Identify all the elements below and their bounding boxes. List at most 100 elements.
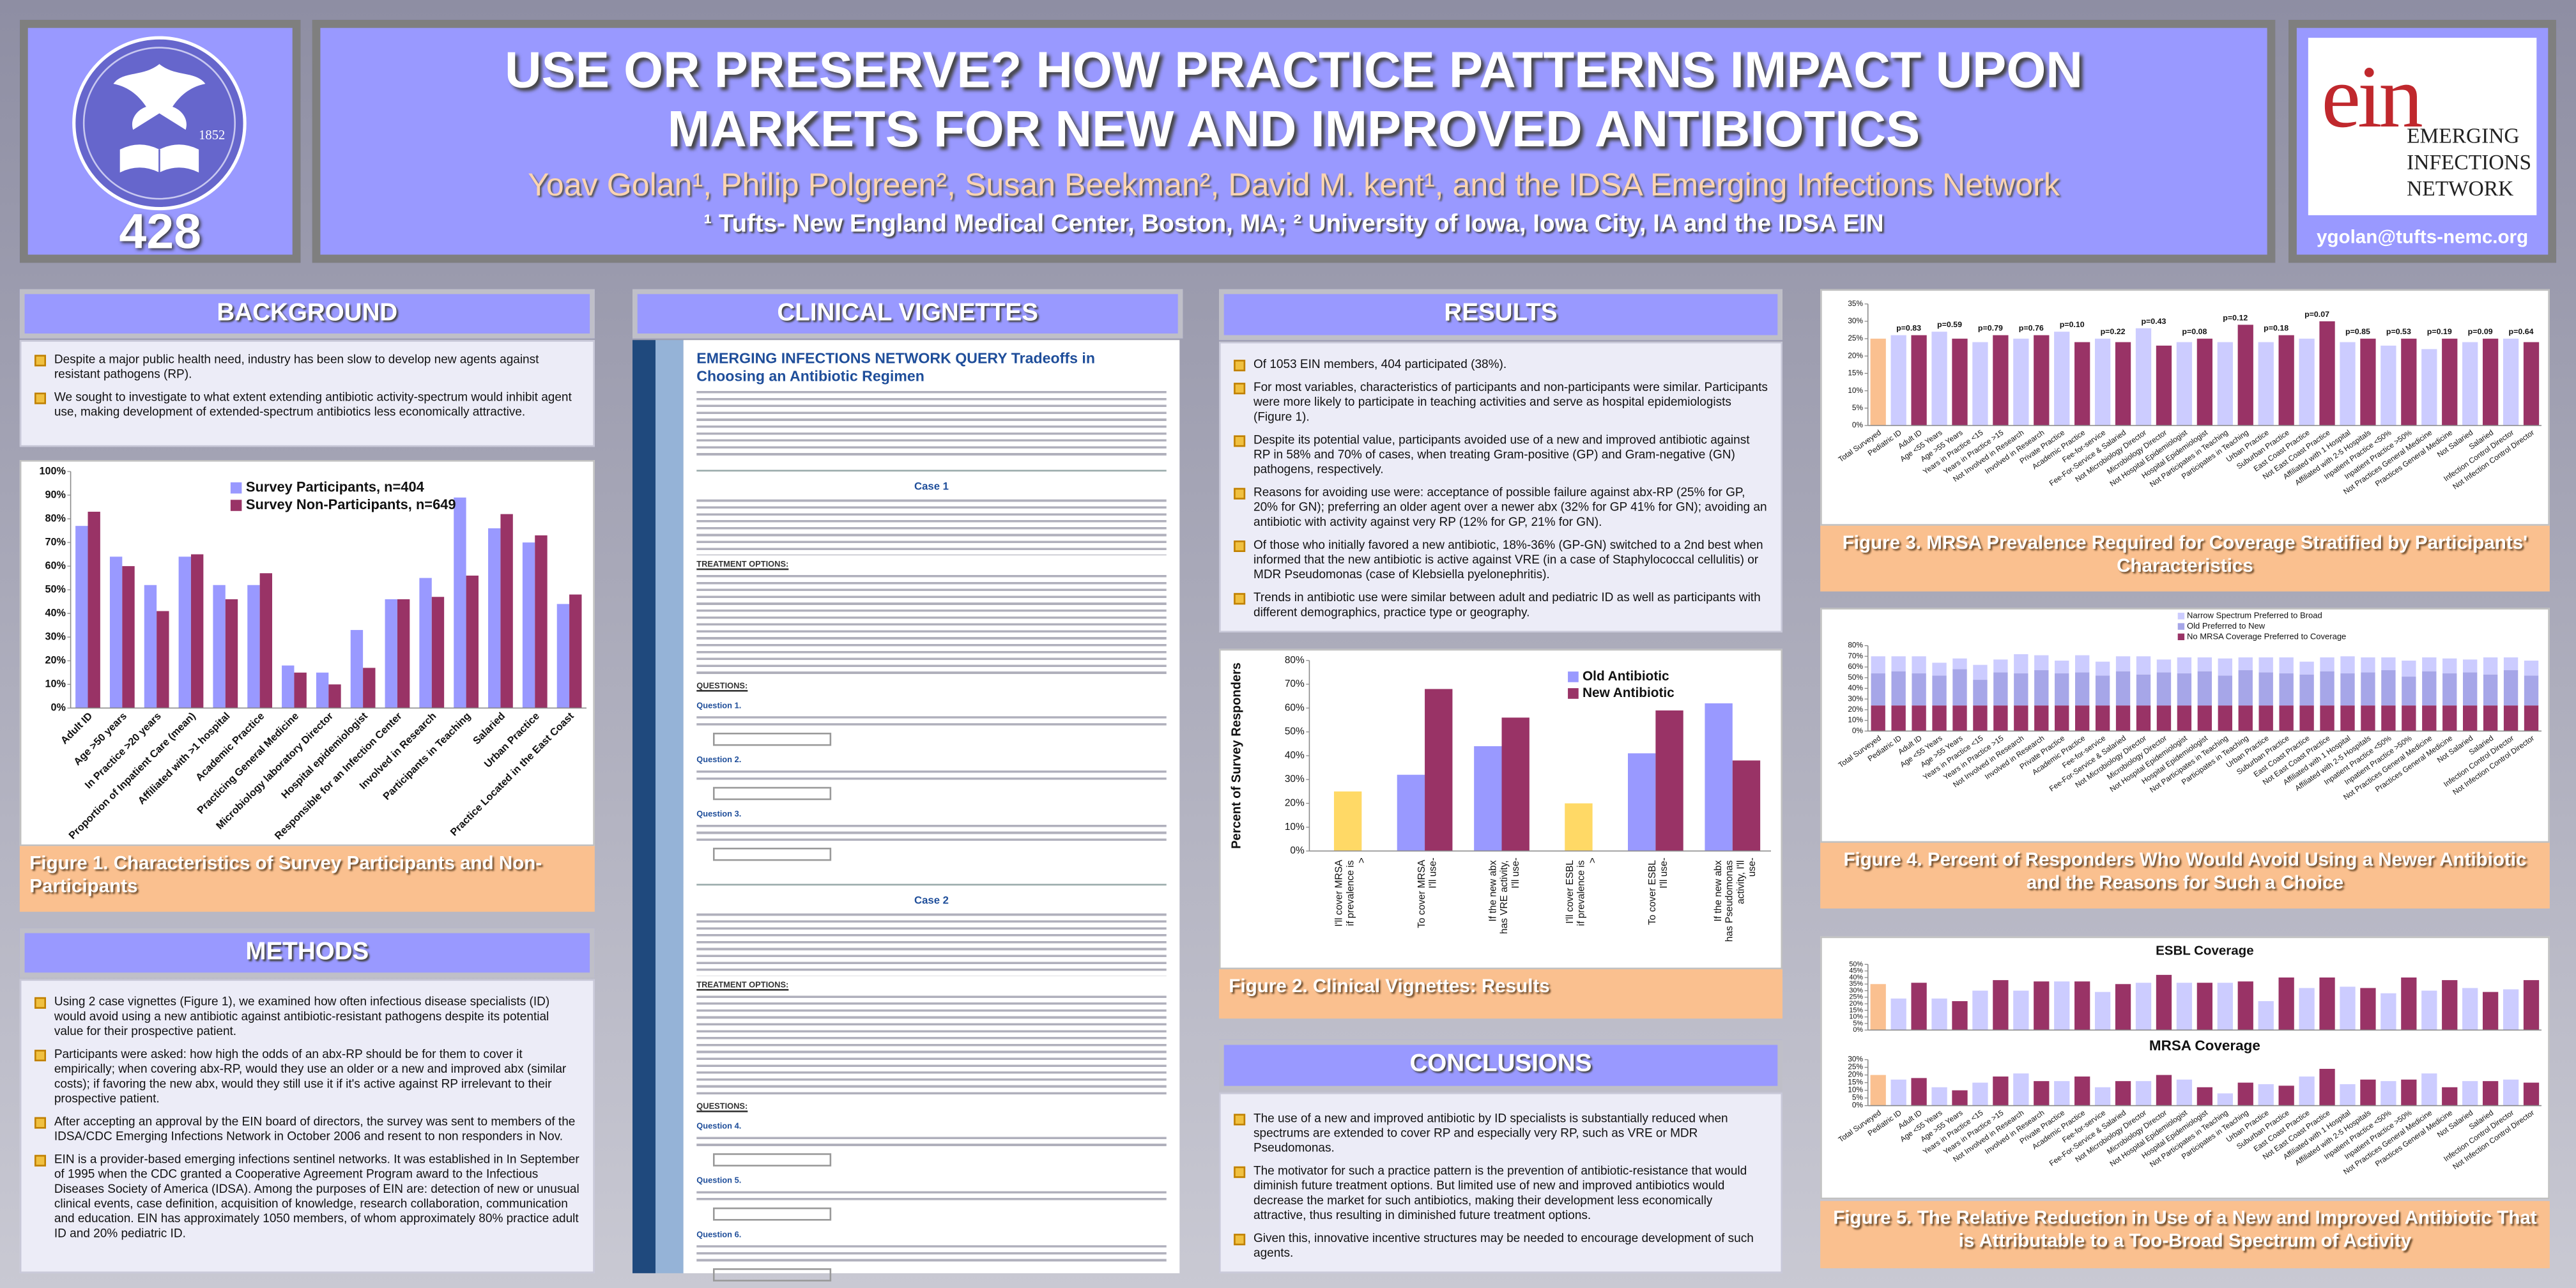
bar — [2381, 670, 2396, 706]
bar — [2258, 342, 2274, 425]
bullet: Of those who initially favored a new ant… — [1230, 537, 1768, 581]
bar — [2340, 1084, 2356, 1106]
bar — [1993, 705, 2008, 732]
logo-name: EMERGING INFECTIONS NETWORK — [2407, 123, 2531, 202]
bar — [294, 672, 307, 709]
bar — [1501, 717, 1529, 851]
y-tick-label: 20% — [45, 655, 65, 666]
bar — [1912, 705, 1926, 732]
bar — [2299, 988, 2315, 1031]
bar — [2238, 670, 2253, 706]
bar — [2442, 705, 2457, 732]
bar — [190, 554, 204, 709]
bar — [2278, 1085, 2294, 1106]
bar — [1993, 335, 2009, 425]
p-value-label: p=0.79 — [1978, 324, 2003, 333]
bar — [144, 585, 157, 709]
p-value-label: p=0.09 — [2468, 327, 2493, 336]
legend-swatch — [1568, 688, 1579, 699]
bullet: After accepting an approval by the EIN b… — [31, 1114, 580, 1144]
bar — [1931, 998, 1947, 1031]
y-tick-label: 50% — [1848, 673, 1863, 682]
bar — [2483, 674, 2498, 706]
bar — [2074, 672, 2090, 706]
figure-3-chart: 0%5%10%15%20%25%30%35%Total SurveyedPedi… — [1837, 299, 2542, 496]
bar — [2013, 339, 2029, 425]
logo-box: ein EMERGING INFECTIONS NETWORK ygolan@t… — [2288, 19, 2557, 263]
x-tick-label: If the new abx has VRE activity, I'll us… — [1487, 857, 1521, 934]
bar — [2237, 1082, 2253, 1106]
bar — [328, 684, 341, 709]
bar — [2055, 705, 2069, 732]
bar — [1870, 984, 1886, 1031]
bar — [2442, 673, 2457, 706]
bar — [1871, 705, 1885, 732]
doc-strip — [656, 340, 684, 1273]
bar — [109, 556, 123, 709]
y-tick-label: 20% — [1285, 798, 1305, 809]
bullet: Despite a major public health need, indu… — [31, 351, 580, 381]
bar — [1993, 672, 2008, 706]
y-tick-label: 5% — [1852, 403, 1864, 412]
bar — [2360, 988, 2376, 1031]
bar — [2054, 332, 2070, 425]
y-tick-label: 0% — [1852, 1101, 1864, 1110]
legend-swatch — [1568, 671, 1579, 682]
bar — [213, 585, 226, 709]
bar — [2074, 705, 2090, 732]
figure-1: 0% 10% 20% 30% 40% 50% 60% 70% 80% 90% 100% Adult I… — [19, 460, 595, 847]
bar — [1931, 332, 1947, 425]
bar — [1891, 705, 1906, 732]
y-tick-label: 20% — [1848, 1070, 1863, 1079]
bar — [1932, 705, 1947, 732]
y-tick-label: 40% — [1848, 684, 1863, 693]
y-tick-label: 50% — [1849, 960, 1863, 968]
bullet: The motivator for such a practice patter… — [1230, 1163, 1768, 1222]
bar — [2177, 705, 2192, 732]
bar — [2381, 705, 2396, 732]
bar — [1911, 983, 1927, 1031]
bar — [2176, 342, 2193, 425]
bar — [2074, 1076, 2090, 1106]
bullet: Given this, innovative incentive structu… — [1230, 1230, 1768, 1260]
bar — [2034, 1081, 2050, 1106]
x-tick-label: I'll cover ESBL if prevalence is > — [1565, 857, 1598, 926]
bar — [1993, 1076, 2009, 1106]
bar — [157, 611, 169, 709]
bar — [2524, 705, 2539, 732]
bar — [2462, 342, 2478, 425]
bar — [2503, 705, 2518, 732]
bar — [454, 497, 466, 709]
section-heading: CLINICAL VIGNETTES — [632, 289, 1183, 339]
bar — [122, 566, 135, 709]
bar — [2156, 974, 2172, 1031]
label: QUESTIONS: — [696, 681, 748, 692]
question: Question 1. — [696, 701, 742, 711]
bar — [2462, 988, 2478, 1031]
bar — [2278, 335, 2294, 425]
bar — [2136, 705, 2151, 732]
bar — [2034, 981, 2050, 1031]
bar — [1993, 980, 2009, 1031]
bar — [2237, 981, 2253, 1031]
question: Question 5. — [696, 1176, 742, 1186]
bar — [2340, 986, 2356, 1031]
x-tick-label: Proportion of Inpatient Care (mean) — [66, 710, 197, 841]
y-tick-label: 15% — [1848, 369, 1863, 378]
bullet-list: Despite a major public health need, indu… — [31, 351, 580, 419]
figure-caption: Figure 4. Percent of Responders Who Woul… — [1820, 843, 2550, 908]
bar — [2422, 705, 2437, 732]
p-value-label: p=0.18 — [2264, 324, 2288, 333]
bar — [2074, 342, 2090, 425]
bar — [2115, 1081, 2131, 1106]
bar — [1972, 342, 1988, 425]
bar — [1912, 673, 1926, 706]
bar — [1973, 664, 1988, 680]
bar — [2196, 339, 2212, 425]
bar — [2115, 671, 2131, 706]
y-tick-label: 60% — [1285, 702, 1305, 713]
bullet: Using 2 case vignettes (Figure 1), we ex… — [31, 994, 580, 1038]
bar — [1932, 675, 1947, 706]
legend-swatch — [2177, 613, 2185, 620]
